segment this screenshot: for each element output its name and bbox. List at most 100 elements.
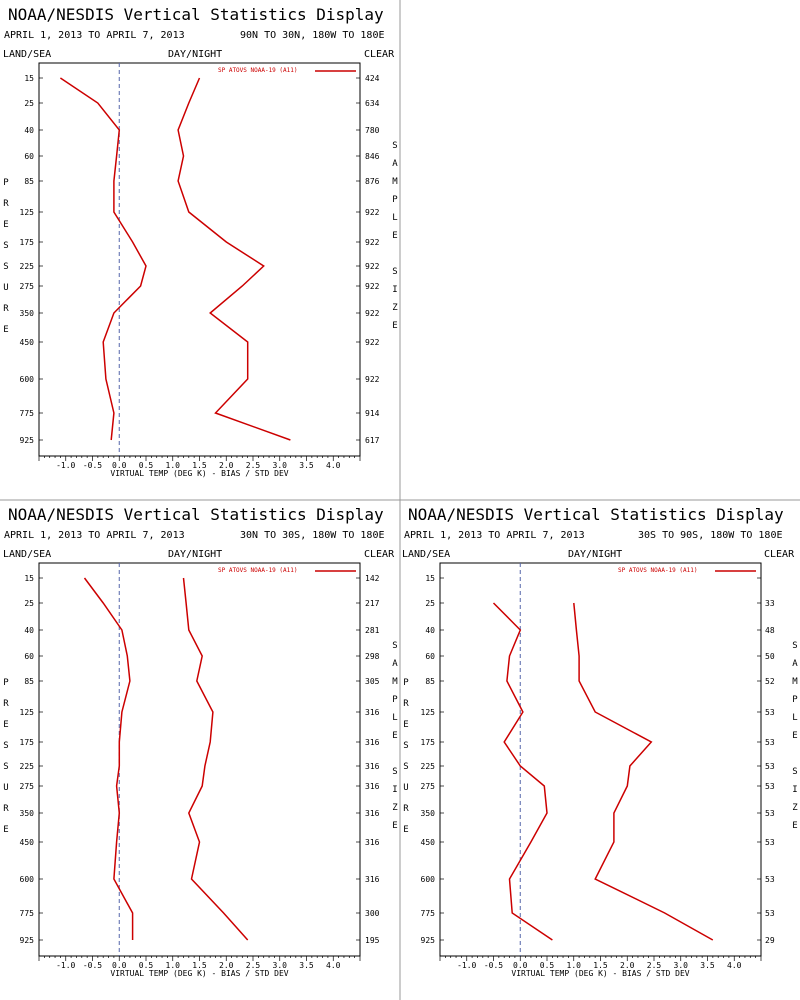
pressure-level-label: 25 (24, 99, 34, 108)
pressure-level-label: 40 (24, 126, 34, 135)
pressure-level-label: 40 (24, 626, 34, 635)
pressure-level-label: 60 (24, 652, 34, 661)
sample-size-label: 53 (765, 809, 775, 818)
pressure-level-label: 15 (24, 74, 34, 83)
pressure-axis-letter: S (3, 741, 8, 751)
region-label: 30N TO 30S, 180W TO 180E (240, 530, 385, 541)
sample-size-axis-letter: I (392, 285, 397, 295)
pressure-level-label: 775 (20, 409, 35, 418)
x-tick-label: 4.0 (326, 461, 341, 470)
pressure-level-label: 275 (20, 282, 35, 291)
sample-size-axis-letter: A (392, 159, 398, 169)
chart-panel: NOAA/NESDIS Vertical Statistics Display A… (3, 505, 398, 978)
sample-size-label: 922 (365, 282, 380, 291)
sample-size-label: 142 (365, 574, 380, 583)
sample-size-label: 53 (765, 909, 775, 918)
x-tick-label: 3.5 (299, 461, 314, 470)
x-tick-label: 0.0 (112, 461, 127, 470)
pressure-axis-letter: P (403, 678, 409, 688)
sample-size-label: 316 (365, 762, 380, 771)
pressure-axis-letter: U (3, 283, 8, 293)
x-tick-label: -0.5 (83, 961, 102, 970)
sample-size-label: 922 (365, 338, 380, 347)
x-tick-label: 0.5 (540, 961, 555, 970)
pressure-level-label: 15 (425, 574, 435, 583)
sample-size-label: 316 (365, 875, 380, 884)
x-tick-label: 4.0 (326, 961, 341, 970)
sample-size-label: 53 (765, 838, 775, 847)
std-dev-series-line (177, 77, 291, 441)
pressure-level-label: 125 (20, 208, 35, 217)
sample-size-label: 634 (365, 99, 380, 108)
pressure-level-label: 600 (20, 875, 35, 884)
sample-size-label: 300 (365, 909, 380, 918)
sample-size-label: 876 (365, 177, 380, 186)
pressure-axis-letter: R (3, 199, 9, 209)
x-tick-label: 3.0 (674, 961, 689, 970)
x-tick-label: 1.5 (192, 461, 207, 470)
std-dev-series-line (182, 577, 249, 941)
sample-size-axis-letter: S (392, 267, 397, 277)
day-night-label: DAY/NIGHT (168, 49, 222, 60)
sample-size-axis-letter: P (392, 195, 398, 205)
pressure-axis-letter: E (403, 825, 408, 835)
bias-series-line (59, 77, 147, 441)
pressure-level-label: 600 (421, 875, 436, 884)
x-tick-label: 3.0 (273, 461, 288, 470)
sample-size-axis-letter: Z (392, 303, 398, 313)
land-sea-label: LAND/SEA (402, 549, 450, 560)
x-tick-label: -0.5 (484, 961, 503, 970)
sample-size-axis-letter: E (392, 821, 397, 831)
pressure-level-label: 450 (20, 338, 35, 347)
region-label: 30S TO 90S, 180W TO 180E (638, 530, 783, 541)
pressure-level-label: 775 (421, 909, 436, 918)
pressure-level-label: 40 (425, 626, 435, 635)
pressure-axis-letter: E (3, 720, 8, 730)
pressure-axis-letter: U (403, 783, 408, 793)
pressure-level-label: 450 (421, 838, 436, 847)
sample-size-label: 52 (765, 677, 775, 686)
sample-size-label: 281 (365, 626, 380, 635)
x-tick-label: 2.0 (620, 961, 635, 970)
sample-size-label: 316 (365, 838, 380, 847)
chart-title: NOAA/NESDIS Vertical Statistics Display (8, 5, 384, 24)
sample-size-axis-letter: S (392, 641, 397, 651)
pressure-level-label: 775 (20, 909, 35, 918)
x-tick-label: 2.0 (219, 461, 234, 470)
x-tick-label: 2.5 (246, 961, 261, 970)
pressure-axis-letter: R (3, 699, 9, 709)
sample-size-label: 922 (365, 262, 380, 271)
date-range: APRIL 1, 2013 TO APRIL 7, 2013 (4, 530, 185, 541)
day-night-label: DAY/NIGHT (568, 549, 622, 560)
pressure-axis-letter: R (403, 699, 409, 709)
sample-size-label: 914 (365, 409, 380, 418)
plot-frame (38, 562, 361, 957)
pressure-axis-letter: S (403, 762, 408, 772)
pressure-axis-letter: S (3, 241, 8, 251)
sample-size-label: 195 (365, 936, 380, 945)
sample-size-axis-letter: E (392, 321, 397, 331)
legend-label: SP ATOVS NOAA-19 (A11) (218, 67, 297, 74)
sample-size-axis-letter: Z (392, 803, 398, 813)
sample-size-axis-letter: S (392, 141, 397, 151)
pressure-level-label: 175 (421, 738, 436, 747)
region-label: 90N TO 30N, 180W TO 180E (240, 30, 385, 41)
x-tick-label: 2.5 (246, 461, 261, 470)
sample-size-label: 780 (365, 126, 380, 135)
date-range: APRIL 1, 2013 TO APRIL 7, 2013 (404, 530, 585, 541)
pressure-level-label: 275 (421, 782, 436, 791)
x-tick-label: 4.0 (727, 961, 742, 970)
pressure-level-label: 85 (24, 177, 34, 186)
pressure-level-label: 25 (425, 599, 435, 608)
pressure-level-label: 925 (20, 436, 35, 445)
pressure-level-label: 25 (24, 599, 34, 608)
sample-size-axis-letter: P (392, 695, 398, 705)
pressure-axis-letter: R (403, 804, 409, 814)
x-tick-label: 0.5 (139, 461, 154, 470)
sample-size-label: 846 (365, 152, 380, 161)
x-tick-label: -1.0 (56, 961, 75, 970)
sample-size-label: 305 (365, 677, 380, 686)
sample-size-axis-letter: S (792, 641, 797, 651)
sample-size-axis-letter: M (392, 177, 398, 187)
sample-size-label: 29 (765, 936, 775, 945)
